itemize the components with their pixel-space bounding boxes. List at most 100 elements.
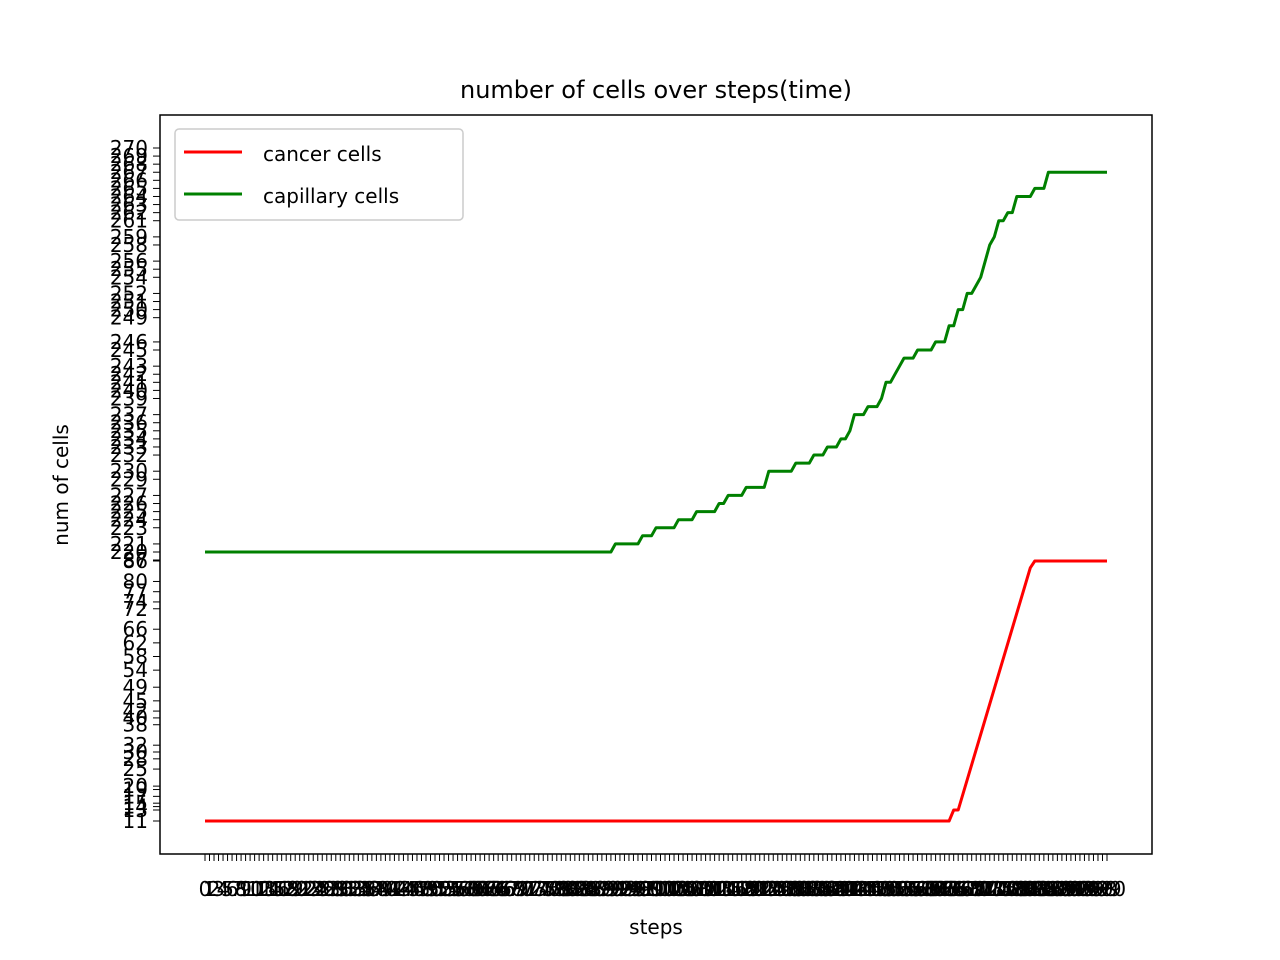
x-tick-label: 13 bbox=[251, 877, 276, 901]
x-tick-label: 12 bbox=[246, 877, 271, 901]
x-tick-label: 170 bbox=[953, 877, 991, 901]
x-tick-label: 191 bbox=[1047, 877, 1085, 901]
x-tick-label: 11 bbox=[242, 877, 267, 901]
y-tick-label: 87 bbox=[123, 548, 148, 572]
x-tick-label: 20 bbox=[282, 877, 307, 901]
x-tick-label: 136 bbox=[799, 877, 837, 901]
x-tick-label: 89 bbox=[594, 877, 619, 901]
x-tick-label: 134 bbox=[790, 877, 828, 901]
x-tick-label: 27 bbox=[314, 877, 339, 901]
x-tick-label: 8 bbox=[235, 877, 248, 901]
y-tick-label: 251 bbox=[110, 290, 148, 314]
y-tick-label: 236 bbox=[110, 411, 148, 435]
x-tick-label: 52 bbox=[427, 877, 452, 901]
legend-label-capillary-cells: capillary cells bbox=[263, 184, 399, 208]
y-tick-label: 66 bbox=[123, 617, 148, 641]
x-tick-label: 102 bbox=[646, 877, 684, 901]
y-tick-label: 265 bbox=[110, 176, 148, 200]
x-tick-label: 141 bbox=[822, 877, 860, 901]
y-tick-label: 258 bbox=[110, 233, 148, 257]
x-tick-label: 7 bbox=[230, 877, 243, 901]
x-tick-label: 113 bbox=[696, 877, 734, 901]
y-tick-label: 267 bbox=[110, 160, 148, 184]
x-tick-label: 115 bbox=[705, 877, 743, 901]
x-tick-label: 61 bbox=[467, 877, 492, 901]
x-tick-label: 100 bbox=[637, 877, 675, 901]
y-tick-label: 235 bbox=[110, 419, 148, 443]
x-tick-label: 25 bbox=[305, 877, 330, 901]
x-tick-label: 93 bbox=[612, 877, 637, 901]
x-tick-label: 37 bbox=[359, 877, 384, 901]
x-tick-label: 159 bbox=[903, 877, 941, 901]
y-tick-label: 237 bbox=[110, 403, 148, 427]
x-tick-label: 140 bbox=[817, 877, 855, 901]
legend: cancer cells capillary cells bbox=[174, 128, 464, 221]
x-tick-label: 96 bbox=[625, 877, 650, 901]
y-tick-label: 259 bbox=[110, 225, 148, 249]
x-tick-label: 69 bbox=[503, 877, 528, 901]
y-tick-label: 263 bbox=[110, 193, 148, 217]
x-tick-label: 118 bbox=[718, 877, 756, 901]
x-tick-label: 126 bbox=[754, 877, 792, 901]
x-tick-label: 198 bbox=[1079, 877, 1117, 901]
x-tick-label: 63 bbox=[476, 877, 501, 901]
plot-frame bbox=[159, 114, 1153, 855]
y-tick-label: 242 bbox=[110, 362, 148, 386]
x-tick-label: 46 bbox=[400, 877, 425, 901]
x-tick-label: 71 bbox=[512, 877, 537, 901]
y-tick-label: 20 bbox=[123, 774, 148, 798]
y-tick-label: 30 bbox=[123, 740, 148, 764]
series-line-cancer-cells bbox=[205, 559, 1107, 823]
x-tick-label: 137 bbox=[804, 877, 842, 901]
x-tick-label: 42 bbox=[382, 877, 407, 901]
x-tick-label: 111 bbox=[687, 877, 725, 901]
y-tick-label: 38 bbox=[123, 713, 148, 737]
x-tick-label: 147 bbox=[849, 877, 887, 901]
x-tick-label: 182 bbox=[1007, 877, 1045, 901]
x-tick-label: 106 bbox=[664, 877, 702, 901]
x-tick-label: 74 bbox=[526, 877, 551, 901]
x-tick-label: 175 bbox=[975, 877, 1013, 901]
y-tick-label: 19 bbox=[123, 778, 148, 802]
y-tick-label: 268 bbox=[110, 152, 148, 176]
x-tick-label: 68 bbox=[499, 877, 524, 901]
x-tick-label: 34 bbox=[346, 877, 371, 901]
x-tick-label: 148 bbox=[853, 877, 891, 901]
x-tick-label: 194 bbox=[1061, 877, 1099, 901]
x-tick-label: 39 bbox=[368, 877, 393, 901]
x-tick-label: 36 bbox=[355, 877, 380, 901]
y-tick-label: 32 bbox=[123, 733, 148, 757]
x-tick-label: 199 bbox=[1083, 877, 1121, 901]
x-tick-label: 173 bbox=[966, 877, 1004, 901]
y-tick-label: 17 bbox=[123, 784, 148, 808]
x-tick-label: 145 bbox=[840, 877, 878, 901]
y-tick-label: 40 bbox=[123, 706, 148, 730]
x-tick-label: 15 bbox=[260, 877, 285, 901]
x-tick-label: 131 bbox=[777, 877, 815, 901]
y-tick-label: 28 bbox=[123, 747, 148, 771]
y-tick-label: 226 bbox=[110, 492, 148, 516]
x-tick-label: 97 bbox=[630, 877, 655, 901]
x-tick-label: 75 bbox=[531, 877, 556, 901]
x-axis-label: steps bbox=[629, 915, 683, 939]
x-tick-label: 80 bbox=[553, 877, 578, 901]
x-tick-label: 158 bbox=[898, 877, 936, 901]
y-tick-label: 243 bbox=[110, 354, 148, 378]
x-tick-label: 193 bbox=[1056, 877, 1094, 901]
x-tick-label: 54 bbox=[436, 877, 461, 901]
x-tick-label: 189 bbox=[1038, 877, 1076, 901]
x-tick-label: 19 bbox=[278, 877, 303, 901]
y-tick-label: 241 bbox=[110, 370, 148, 394]
x-tick-label: 105 bbox=[659, 877, 697, 901]
x-tick-label: 114 bbox=[700, 877, 738, 901]
x-tick-label: 65 bbox=[485, 877, 510, 901]
x-tick-label: 92 bbox=[607, 877, 632, 901]
x-tick-label: 6 bbox=[226, 877, 239, 901]
x-tick-label: 183 bbox=[1011, 877, 1049, 901]
y-tick-label: 239 bbox=[110, 386, 148, 410]
y-tick-label: 261 bbox=[110, 209, 148, 233]
x-tick-label: 40 bbox=[373, 877, 398, 901]
x-tick-label: 122 bbox=[736, 877, 774, 901]
x-tick-label: 138 bbox=[808, 877, 846, 901]
x-tick-label: 49 bbox=[413, 877, 438, 901]
